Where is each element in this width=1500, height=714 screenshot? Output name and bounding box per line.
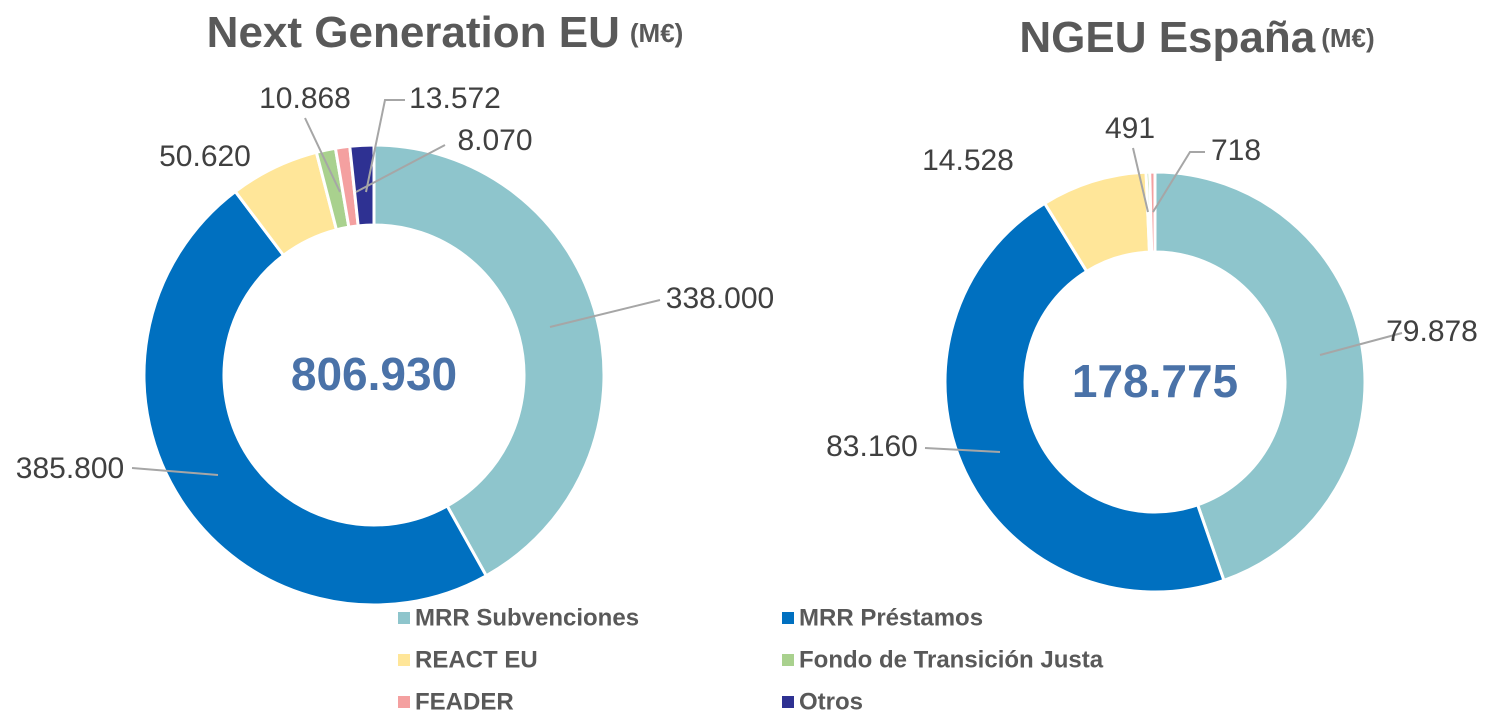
data-label: 718 [1211,134,1261,167]
data-label: 10.868 [259,82,351,115]
data-label: 385.800 [16,452,124,485]
legend-swatch [398,654,410,666]
slice [372,143,606,578]
legend-swatch [782,654,794,666]
data-label: 338.000 [666,282,774,315]
data-label: 79.878 [1386,315,1478,348]
unit: (M€) [630,18,683,48]
leader-line [304,117,341,193]
slice [1148,170,1157,254]
slice [348,143,376,228]
title: NGEU España [1019,13,1315,62]
data-label: 50.620 [159,140,251,173]
leader-line [549,299,661,328]
unit: (M€) [1321,23,1374,53]
center-total: 806.930 [291,348,457,400]
leader-line [365,99,405,193]
legend-swatch [398,696,410,708]
legend-label: MRR Préstamos [799,604,983,631]
leader-line [924,447,1001,453]
legend-label: Fondo de Transición Justa [799,646,1104,673]
data-label: 13.572 [409,82,501,115]
legend-swatch [782,612,794,624]
leader-line [1132,147,1149,213]
data-label: 14.528 [922,144,1014,177]
center-total: 178.775 [1072,355,1238,407]
data-label: 491 [1105,112,1155,145]
legend-label: Otros [799,688,863,714]
leader-line [131,467,219,476]
data-label: 8.070 [457,124,532,157]
legend-label: MRR Subvenciones [415,604,639,631]
legend-label: REACT EU [415,646,538,673]
data-label: 83.160 [826,430,918,463]
slice [142,189,489,607]
slice [943,201,1226,594]
chart-title: Next Generation EU (M€) [207,8,684,57]
slice [1153,170,1367,583]
chart-title: NGEU España (M€) [1019,13,1374,62]
legend-swatch [782,696,794,708]
legend-label: FEADER [415,688,514,714]
leader-line [355,144,446,193]
leader-line [1152,151,1205,213]
title: Next Generation EU [207,8,620,57]
leader-line [1319,332,1403,356]
legend-swatch [398,612,410,624]
